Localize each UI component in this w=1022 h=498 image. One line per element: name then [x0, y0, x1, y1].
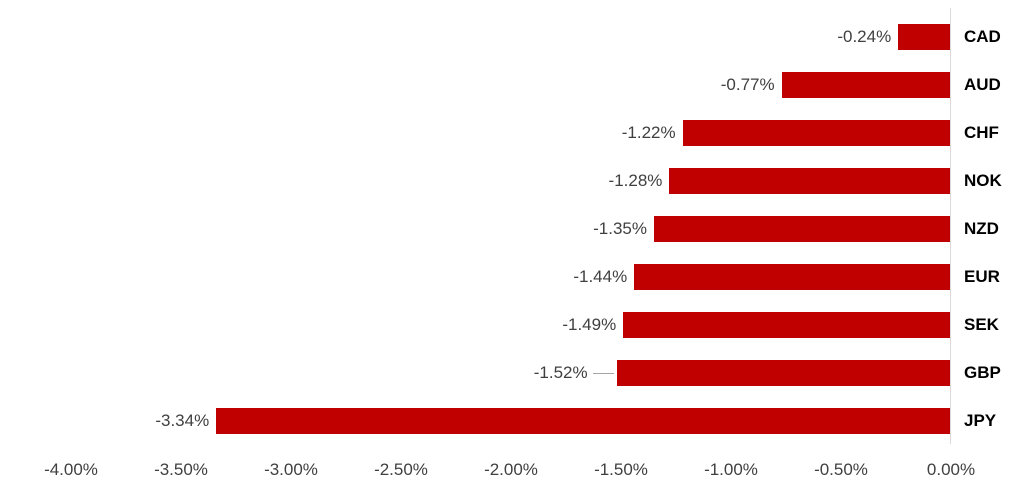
category-label-chf: CHF: [964, 123, 999, 142]
data-label-nzd: -1.35%: [593, 219, 647, 238]
data-label-leader-line: [592, 373, 614, 374]
bar-sek: [623, 312, 951, 338]
data-label-gbp: -1.52%: [533, 363, 588, 382]
data-label-cad: -0.24%: [837, 27, 892, 46]
tick-label-4: -2.00%: [484, 460, 538, 479]
bar-eur: [634, 264, 951, 290]
tick-label-8: 0.00%: [926, 460, 976, 479]
category-label-jpy: JPY: [964, 411, 997, 430]
bar-nok: [669, 168, 951, 194]
category-label-nzd: NZD: [964, 219, 999, 238]
data-label-chf: -1.22%: [621, 123, 676, 142]
data-label-eur: -1.44%: [573, 267, 628, 286]
tick-label-3: -2.50%: [374, 460, 428, 479]
category-label-aud: AUD: [964, 75, 1001, 94]
data-label-nok: -1.28%: [608, 171, 663, 190]
bar-nzd: [654, 216, 951, 242]
category-label-sek: SEK: [964, 315, 999, 334]
tick-label-1: -3.50%: [154, 460, 208, 479]
data-label-sek: -1.49%: [562, 315, 617, 334]
category-label-eur: EUR: [964, 267, 1000, 286]
bar-cad: [898, 24, 951, 50]
tick-label-7: -0.50%: [814, 460, 868, 479]
category-label-nok: NOK: [964, 171, 1002, 190]
bar-aud: [781, 72, 951, 98]
data-label-jpy: -3.34%: [155, 411, 210, 430]
category-label-gbp: GBP: [964, 363, 1001, 382]
bar-jpy: [216, 408, 951, 434]
zero-axis-line: [950, 8, 951, 444]
tick-label-0: -4.00%: [44, 460, 98, 479]
bar-gbp: [616, 360, 951, 386]
bar-chf: [682, 120, 951, 146]
tick-label-2: -3.00%: [264, 460, 318, 479]
category-label-cad: CAD: [964, 27, 1001, 46]
data-label-aud: -0.77%: [720, 75, 775, 94]
tick-label-5: -1.50%: [594, 460, 648, 479]
tick-label-6: -1.00%: [704, 460, 758, 479]
